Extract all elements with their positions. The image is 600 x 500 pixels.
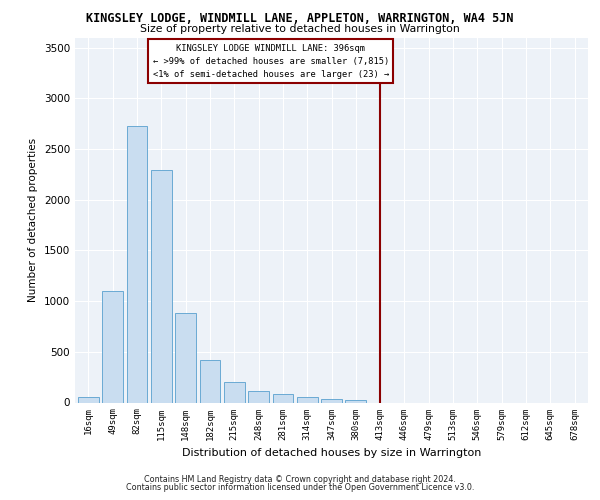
Text: KINGSLEY LODGE WINDMILL LANE: 396sqm
← >99% of detached houses are smaller (7,81: KINGSLEY LODGE WINDMILL LANE: 396sqm ← >… (152, 44, 389, 79)
Bar (224, 382, 245, 402)
Bar (78, 398, 99, 402)
X-axis label: Distribution of detached houses by size in Warrington: Distribution of detached houses by size … (182, 448, 481, 458)
Y-axis label: Number of detached properties: Number of detached properties (28, 138, 38, 302)
Bar (103, 291, 123, 403)
Bar (346, 400, 366, 402)
Text: Contains public sector information licensed under the Open Government Licence v3: Contains public sector information licen… (126, 483, 474, 492)
Bar (151, 170, 172, 402)
Bar (175, 314, 196, 402)
Bar (248, 392, 269, 402)
Text: Size of property relative to detached houses in Warrington: Size of property relative to detached ho… (140, 24, 460, 34)
Text: KINGSLEY LODGE, WINDMILL LANE, APPLETON, WARRINGTON, WA4 5JN: KINGSLEY LODGE, WINDMILL LANE, APPLETON,… (86, 12, 514, 26)
Bar (200, 360, 220, 403)
Bar (297, 397, 317, 402)
Bar (272, 394, 293, 402)
Bar (321, 399, 342, 402)
Bar (127, 126, 148, 402)
Text: Contains HM Land Registry data © Crown copyright and database right 2024.: Contains HM Land Registry data © Crown c… (144, 475, 456, 484)
